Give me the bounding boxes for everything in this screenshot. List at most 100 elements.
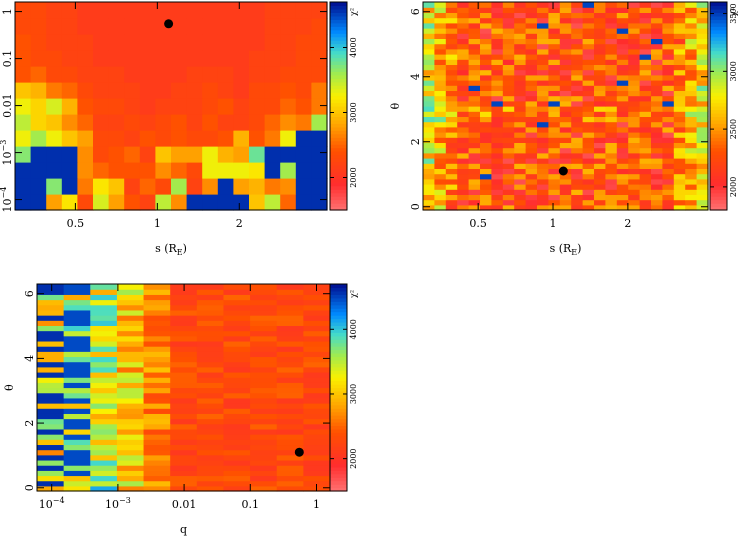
- heatmap-cell: [108, 98, 125, 115]
- heatmap-cell: [196, 304, 225, 311]
- heatmap-cell: [696, 74, 709, 81]
- heatmap-cell: [264, 18, 281, 35]
- heatmap-cell: [548, 22, 561, 29]
- heatmap-cell: [468, 2, 481, 8]
- heatmap-cell: [196, 356, 225, 363]
- x-tick-label: 10−3: [105, 496, 131, 511]
- heatmap-cell: [90, 366, 118, 373]
- heatmap-cell: [63, 454, 91, 461]
- heatmap-cell: [673, 7, 686, 13]
- y-tick-label: 4: [23, 355, 36, 362]
- heatmap-cell: [233, 146, 250, 163]
- colorbar-step: [330, 318, 347, 323]
- heatmap-cell: [63, 294, 91, 301]
- heatmap-cell: [628, 184, 641, 190]
- heatmap-cell: [673, 43, 686, 50]
- colorbar-step: [330, 397, 347, 402]
- heatmap-cell: [15, 50, 32, 67]
- heatmap-cell: [434, 152, 447, 159]
- heatmap-cell: [628, 33, 641, 39]
- heatmap-cell: [685, 59, 698, 65]
- heatmap-cell: [93, 130, 110, 147]
- heatmap-cell: [108, 178, 125, 195]
- heatmap-cell: [155, 50, 172, 67]
- heatmap-cell: [250, 418, 278, 425]
- heatmap-cell: [63, 485, 91, 492]
- heatmap-cell: [582, 100, 595, 107]
- heatmap-cell: [651, 126, 663, 133]
- heatmap-cell: [685, 152, 698, 159]
- heatmap-cell: [143, 361, 171, 368]
- heatmap-cell: [457, 17, 470, 24]
- colorbar-step: [330, 401, 347, 406]
- colorbar-step: [330, 161, 347, 166]
- heatmap-cell: [303, 351, 331, 358]
- heatmap-cell: [594, 137, 606, 143]
- heatmap-cell: [37, 459, 65, 466]
- heatmap-cell: [537, 74, 549, 81]
- heatmap-cell: [202, 146, 219, 163]
- heatmap-cell: [295, 130, 312, 147]
- heatmap-cell: [457, 152, 470, 159]
- heatmap-cell: [37, 475, 65, 482]
- heatmap-cell: [223, 392, 251, 399]
- heatmap-cell: [170, 325, 198, 332]
- heatmap-cell: [480, 173, 492, 180]
- heatmap-cell: [537, 33, 549, 39]
- heatmap-cell: [502, 12, 515, 19]
- heatmap-cell: [639, 100, 652, 107]
- heatmap-cell: [311, 2, 328, 19]
- heatmap-cell: [93, 82, 110, 99]
- heatmap-cell: [445, 116, 458, 123]
- colorbar-tick-label: 2500: [729, 119, 738, 139]
- heatmap-cell: [594, 142, 606, 149]
- heatmap-cell: [61, 50, 78, 67]
- heatmap-cell: [37, 434, 65, 440]
- heatmap-cell: [139, 98, 156, 115]
- heatmap-cell: [223, 413, 251, 420]
- heatmap-cell: [571, 7, 584, 13]
- colorbar-step: [710, 78, 727, 83]
- colorbar-step: [330, 158, 347, 163]
- heatmap-cell: [37, 309, 65, 316]
- heatmap-cell: [491, 17, 504, 24]
- heatmap-cell: [233, 130, 250, 147]
- colorbar-frame: [329, 1, 348, 211]
- heatmap-cell: [77, 50, 94, 67]
- colorbar-step: [330, 151, 347, 156]
- heatmap-cell: [559, 2, 572, 8]
- heatmap-cell: [605, 199, 618, 206]
- colorbar-tick-label: 4000: [349, 37, 358, 57]
- heatmap-cell: [525, 194, 538, 201]
- heatmap-cell: [685, 158, 698, 164]
- heatmap-cell: [594, 28, 606, 34]
- heatmap-cell: [662, 158, 675, 164]
- heatmap-cell: [15, 114, 32, 131]
- heatmap-cell: [423, 85, 435, 91]
- x-axis-label-sub: E: [571, 248, 577, 257]
- heatmap-cell: [571, 116, 584, 123]
- heatmap-cell: [685, 17, 698, 24]
- heatmap-cell: [303, 361, 331, 368]
- heatmap-cell: [90, 371, 118, 378]
- heatmap-cell: [37, 289, 65, 295]
- colorbar-step: [330, 394, 347, 399]
- heatmap-cell: [434, 189, 447, 195]
- heatmap-cell: [696, 173, 709, 180]
- heatmap-cell: [548, 194, 561, 201]
- heatmap-cell: [217, 98, 234, 115]
- heatmap-cell: [250, 465, 278, 471]
- colorbar-step: [330, 487, 347, 492]
- heatmap-cell: [468, 95, 481, 102]
- heatmap-cell: [223, 346, 251, 352]
- heatmap-cell: [303, 382, 331, 389]
- heatmap-cell: [480, 121, 492, 128]
- heatmap-cell: [15, 178, 32, 195]
- heatmap-cell: [249, 18, 266, 35]
- heatmap-cell: [37, 315, 65, 321]
- heatmap-cell: [423, 189, 435, 195]
- heatmap-cell: [662, 12, 675, 19]
- heatmap-cell: [170, 439, 198, 446]
- heatmap-cell: [264, 178, 281, 195]
- heatmap-cell: [423, 100, 435, 107]
